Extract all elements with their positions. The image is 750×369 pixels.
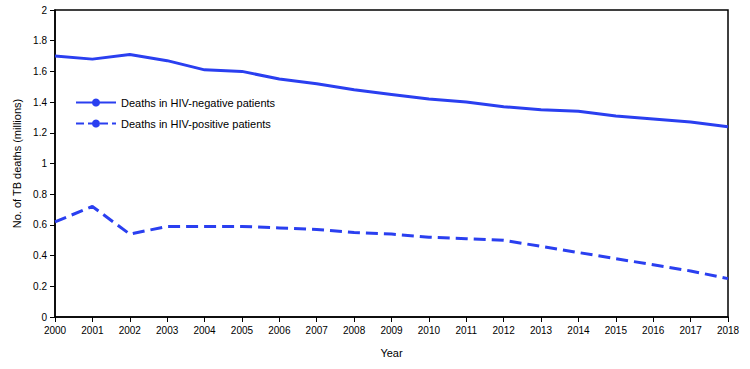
svg-text:2005: 2005 xyxy=(231,325,254,336)
svg-text:0.8: 0.8 xyxy=(33,189,47,200)
svg-text:2006: 2006 xyxy=(268,325,291,336)
svg-text:2001: 2001 xyxy=(81,325,104,336)
svg-text:2010: 2010 xyxy=(418,325,441,336)
svg-text:1.8: 1.8 xyxy=(33,35,47,46)
svg-text:0: 0 xyxy=(41,312,47,323)
svg-text:2003: 2003 xyxy=(156,325,179,336)
svg-text:2013: 2013 xyxy=(530,325,553,336)
svg-text:2: 2 xyxy=(41,5,47,16)
svg-text:2007: 2007 xyxy=(306,325,329,336)
svg-text:1.4: 1.4 xyxy=(33,97,47,108)
svg-text:0.4: 0.4 xyxy=(33,250,47,261)
svg-text:No. of TB deaths (millions): No. of TB deaths (millions) xyxy=(11,99,23,228)
svg-text:2015: 2015 xyxy=(605,325,628,336)
svg-text:2018: 2018 xyxy=(717,325,740,336)
svg-text:Year: Year xyxy=(380,347,403,359)
svg-text:0.2: 0.2 xyxy=(33,281,47,292)
svg-text:2008: 2008 xyxy=(343,325,366,336)
svg-text:2017: 2017 xyxy=(679,325,702,336)
svg-text:0.6: 0.6 xyxy=(33,219,47,230)
svg-text:2014: 2014 xyxy=(567,325,590,336)
svg-text:2002: 2002 xyxy=(119,325,142,336)
svg-text:1.6: 1.6 xyxy=(33,66,47,77)
svg-text:2000: 2000 xyxy=(44,325,67,336)
svg-text:2009: 2009 xyxy=(380,325,403,336)
svg-text:2011: 2011 xyxy=(456,325,478,336)
svg-text:2016: 2016 xyxy=(642,325,665,336)
svg-text:Deaths in HIV-positive patient: Deaths in HIV-positive patients xyxy=(121,118,271,130)
svg-text:2004: 2004 xyxy=(193,325,216,336)
svg-text:Deaths in HIV-negative patient: Deaths in HIV-negative patients xyxy=(121,97,276,109)
svg-text:1.2: 1.2 xyxy=(33,127,47,138)
svg-text:2012: 2012 xyxy=(493,325,516,336)
svg-text:1: 1 xyxy=(41,158,47,169)
